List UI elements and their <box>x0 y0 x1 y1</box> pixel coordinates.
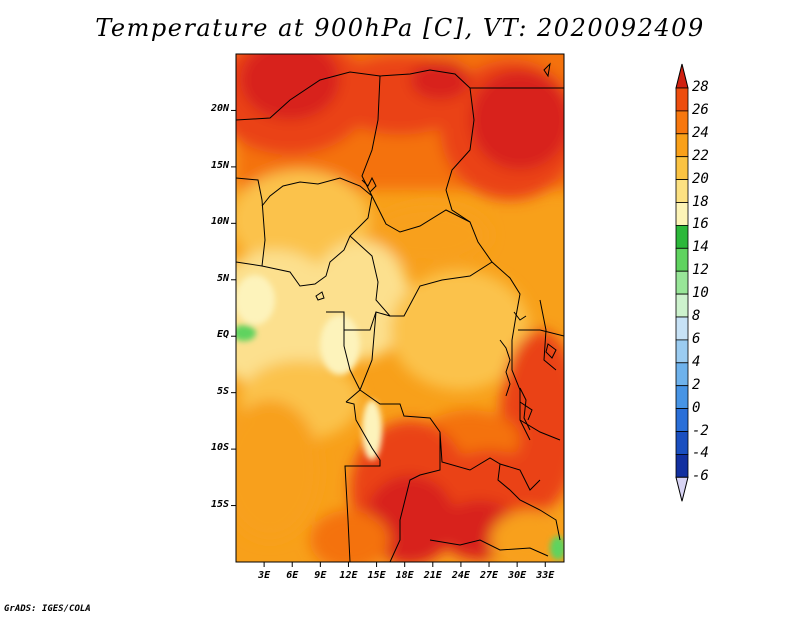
lon-tick-label: 18E <box>395 570 414 581</box>
colorbar-tick-label: 22 <box>692 147 709 164</box>
colorbar-bin <box>675 87 689 112</box>
colorbar-bin <box>675 385 689 410</box>
field-region <box>310 510 390 562</box>
temperature-field <box>236 54 564 562</box>
field-region <box>362 400 382 460</box>
field-region <box>370 205 490 265</box>
field-region <box>410 60 470 100</box>
lon-tick-label: 27E <box>479 570 499 581</box>
colorbar-bin <box>675 224 689 249</box>
lon-tick-label: 12E <box>339 570 358 581</box>
colorbar-bin <box>675 133 689 158</box>
colorbar-tick-label: 24 <box>692 124 709 141</box>
colorbar-bin <box>675 431 689 455</box>
axis-ticks <box>231 109 546 567</box>
field-region <box>240 54 340 120</box>
colorbar-bin <box>675 156 689 180</box>
colorbar-tick-label: -2 <box>692 422 709 439</box>
lon-tick-label: 15E <box>367 570 386 581</box>
colorbar-top-arrow <box>675 63 689 89</box>
colorbar-bin <box>675 453 689 478</box>
colorbar-tick-label: 6 <box>692 330 701 347</box>
lon-tick-label: 6E <box>286 570 299 581</box>
field-region <box>236 400 320 540</box>
colorbar-bin <box>675 247 689 272</box>
colorbar-tick-label: -4 <box>692 445 709 462</box>
field-region <box>550 536 564 560</box>
colorbar-tick-label: 26 <box>692 101 709 118</box>
colorbar-tick-label: 20 <box>692 170 709 187</box>
lat-tick-label: EQ <box>216 329 229 341</box>
field-region <box>390 270 530 390</box>
field-region <box>470 70 564 170</box>
colorbar-bin <box>675 408 689 432</box>
grads-credit: GrADS: IGES/COLA <box>4 604 91 614</box>
field-region <box>236 325 256 341</box>
colorbar-bin <box>675 316 689 341</box>
lat-tick-label: 10S <box>210 442 229 454</box>
lon-tick-label: 21E <box>423 570 442 581</box>
colorbar-bin <box>675 293 689 318</box>
lat-tick-label: 15S <box>210 498 229 510</box>
colorbar-tick-label: 8 <box>692 308 701 324</box>
lat-tick-label: 20N <box>210 103 229 115</box>
lat-tick-label: 5S <box>216 385 229 397</box>
country-borders <box>236 62 564 562</box>
lat-tick-label: 15N <box>210 159 229 171</box>
lon-tick-label: 33E <box>536 570 555 581</box>
colorbar-tick-label: 4 <box>692 353 701 370</box>
colorbar-bin <box>675 270 689 295</box>
colorbar-tick-label: 18 <box>692 193 709 210</box>
colorbar-tick-label: -6 <box>692 468 709 485</box>
colorbar-tick-label: 16 <box>692 216 709 233</box>
colorbar-tick-label: 2 <box>692 376 701 393</box>
lon-tick-label: 24E <box>451 570 470 581</box>
lon-tick-label: 30E <box>508 570 527 581</box>
map-frame <box>235 53 565 563</box>
map-title: Temperature at 900hPa [C], VT: 202009240… <box>95 14 705 42</box>
lat-tick-label: 5N <box>216 272 229 284</box>
colorbar-tick-label: 0 <box>692 399 701 416</box>
lon-tick-label: 3E <box>258 570 271 581</box>
field-region <box>236 275 275 325</box>
colorbar-bin <box>675 110 689 135</box>
colorbar-tick-label: 10 <box>692 285 709 302</box>
colorbar-tick-label: 12 <box>692 262 709 279</box>
colorbar-bin <box>675 362 689 387</box>
colorbar-bin <box>675 202 689 226</box>
colorbar-bottom-arrow <box>675 476 689 502</box>
lon-tick-label: 9E <box>314 570 327 581</box>
colorbar-tick-label: 14 <box>692 239 709 256</box>
lat-tick-label: 10N <box>210 216 229 228</box>
colorbar-tick-label: 28 <box>692 79 709 95</box>
field-region <box>236 170 370 270</box>
colorbar-bin <box>675 339 689 364</box>
colorbar-bin <box>675 179 689 203</box>
